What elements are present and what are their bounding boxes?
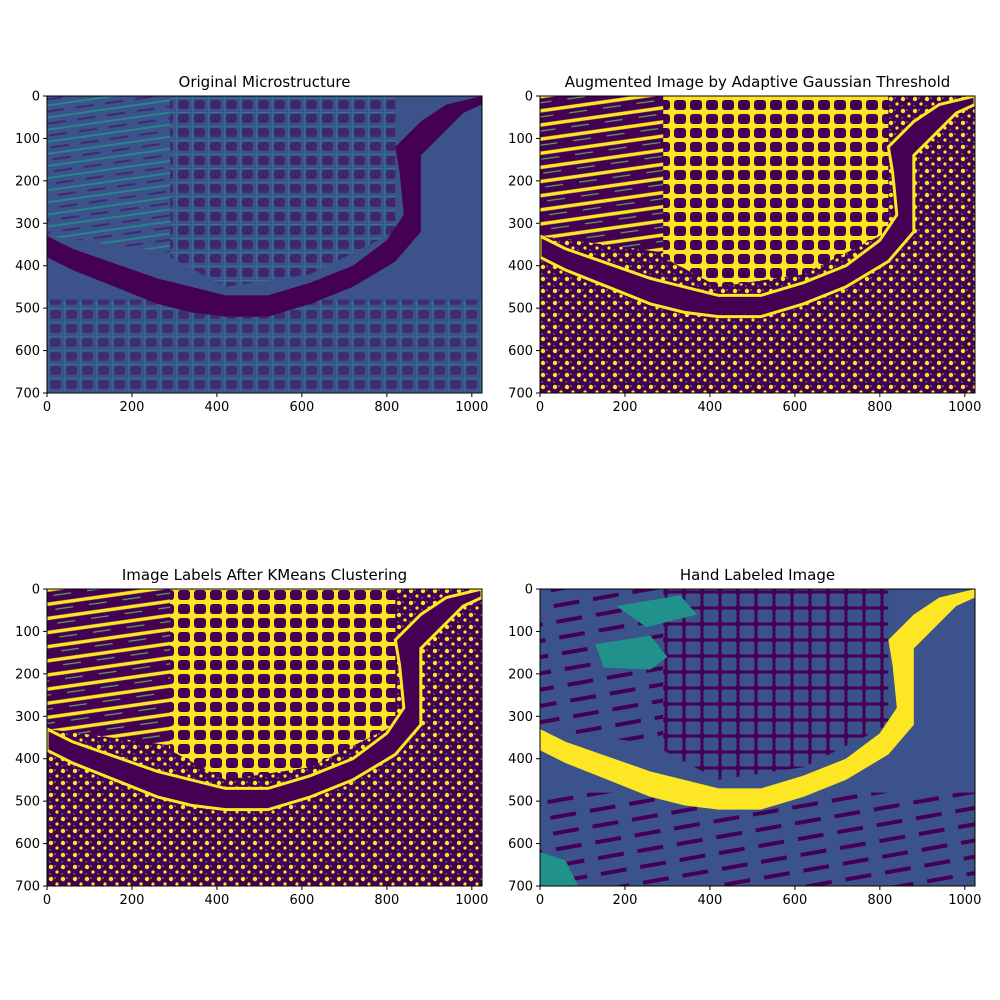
cell-region xyxy=(663,589,889,780)
y-tick-label: 400 xyxy=(508,259,533,274)
streak-region xyxy=(47,96,175,253)
y-tick-label: 500 xyxy=(15,795,40,810)
y-tick-label: 0 xyxy=(525,583,533,598)
axes-frame xyxy=(539,95,976,394)
x-tick-label: 0 xyxy=(536,893,544,908)
y-tick-label: 200 xyxy=(15,667,40,682)
y-tick-label: 100 xyxy=(508,132,533,147)
x-tick-label: 200 xyxy=(120,400,145,415)
y-tick-label: 400 xyxy=(508,752,533,767)
x-tick-label: 600 xyxy=(289,893,314,908)
x-tick-label: 800 xyxy=(867,893,892,908)
x-tick-label: 1000 xyxy=(455,893,488,908)
y-tick-label: 400 xyxy=(15,259,40,274)
subplot-title: Image Labels After KMeans Clustering xyxy=(122,566,407,584)
axes-frame xyxy=(539,588,976,887)
class-patch xyxy=(595,635,668,670)
cell-region xyxy=(663,96,889,287)
cell-region xyxy=(170,589,396,780)
image-area xyxy=(540,96,975,393)
y-tick-label: 400 xyxy=(15,752,40,767)
groove-band xyxy=(47,589,482,812)
y-tick-label: 300 xyxy=(15,217,40,232)
y-tick-label: 200 xyxy=(508,667,533,682)
y-tick-label: 100 xyxy=(15,625,40,640)
y-tick-label: 600 xyxy=(508,837,533,852)
y-tick-label: 700 xyxy=(15,387,40,402)
streak-region xyxy=(47,589,175,746)
x-tick-label: 600 xyxy=(782,400,807,415)
x-tick-label: 1000 xyxy=(948,400,981,415)
x-tick-label: 0 xyxy=(43,893,51,908)
x-tick-label: 1000 xyxy=(948,893,981,908)
image-area xyxy=(47,589,482,886)
x-tick-label: 0 xyxy=(536,400,544,415)
subplot-title: Original Microstructure xyxy=(179,73,351,91)
y-tick-label: 700 xyxy=(508,880,533,895)
subplot-4: Hand Labeled Image 0 200 400 600 800 1000 0 100 2… xyxy=(508,566,981,908)
groove-band xyxy=(540,589,975,810)
y-tick-label: 700 xyxy=(508,387,533,402)
x-tick-label: 200 xyxy=(613,893,638,908)
cell-region xyxy=(170,96,396,287)
subplot-3: Image Labels After KMeans Clustering 0 200… xyxy=(15,566,488,908)
x-tick-label: 800 xyxy=(867,400,892,415)
streak-region xyxy=(540,96,668,253)
image-area xyxy=(540,589,975,886)
y-tick-label: 600 xyxy=(508,344,533,359)
y-tick-label: 0 xyxy=(32,583,40,598)
y-tick-label: 200 xyxy=(15,174,40,189)
x-tick-label: 800 xyxy=(374,400,399,415)
x-tick-label: 400 xyxy=(205,893,230,908)
y-tick-label: 100 xyxy=(508,625,533,640)
y-tick-label: 0 xyxy=(32,90,40,105)
y-tick-label: 500 xyxy=(508,795,533,810)
axes-frame xyxy=(46,588,483,887)
subplot-2: Augmented Image by Adaptive Gaussian Thr… xyxy=(508,73,981,415)
x-tick-label: 200 xyxy=(613,400,638,415)
y-tick-label: 600 xyxy=(15,837,40,852)
x-tick-label: 1000 xyxy=(455,400,488,415)
class-patch xyxy=(616,595,698,628)
y-tick-label: 100 xyxy=(15,132,40,147)
y-tick-label: 0 xyxy=(525,90,533,105)
y-tick-label: 500 xyxy=(508,302,533,317)
groove-band xyxy=(540,96,975,319)
y-tick-label: 300 xyxy=(508,710,533,725)
x-tick-label: 600 xyxy=(782,893,807,908)
image-area xyxy=(47,96,482,393)
class-patch xyxy=(540,852,579,886)
y-tick-label: 300 xyxy=(508,217,533,232)
x-tick-label: 0 xyxy=(43,400,51,415)
y-tick-label: 200 xyxy=(508,174,533,189)
axes-frame xyxy=(46,95,483,394)
x-tick-label: 200 xyxy=(120,893,145,908)
subplot-title: Hand Labeled Image xyxy=(680,566,835,584)
y-tick-label: 600 xyxy=(15,344,40,359)
x-tick-label: 400 xyxy=(698,400,723,415)
y-tick-label: 500 xyxy=(15,302,40,317)
x-tick-label: 400 xyxy=(205,400,230,415)
subplot-title: Augmented Image by Adaptive Gaussian Thr… xyxy=(565,73,951,91)
x-tick-label: 600 xyxy=(289,400,314,415)
x-tick-label: 800 xyxy=(374,893,399,908)
groove-band xyxy=(47,96,482,317)
y-tick-label: 700 xyxy=(15,880,40,895)
x-tick-label: 400 xyxy=(698,893,723,908)
y-tick-label: 300 xyxy=(15,710,40,725)
